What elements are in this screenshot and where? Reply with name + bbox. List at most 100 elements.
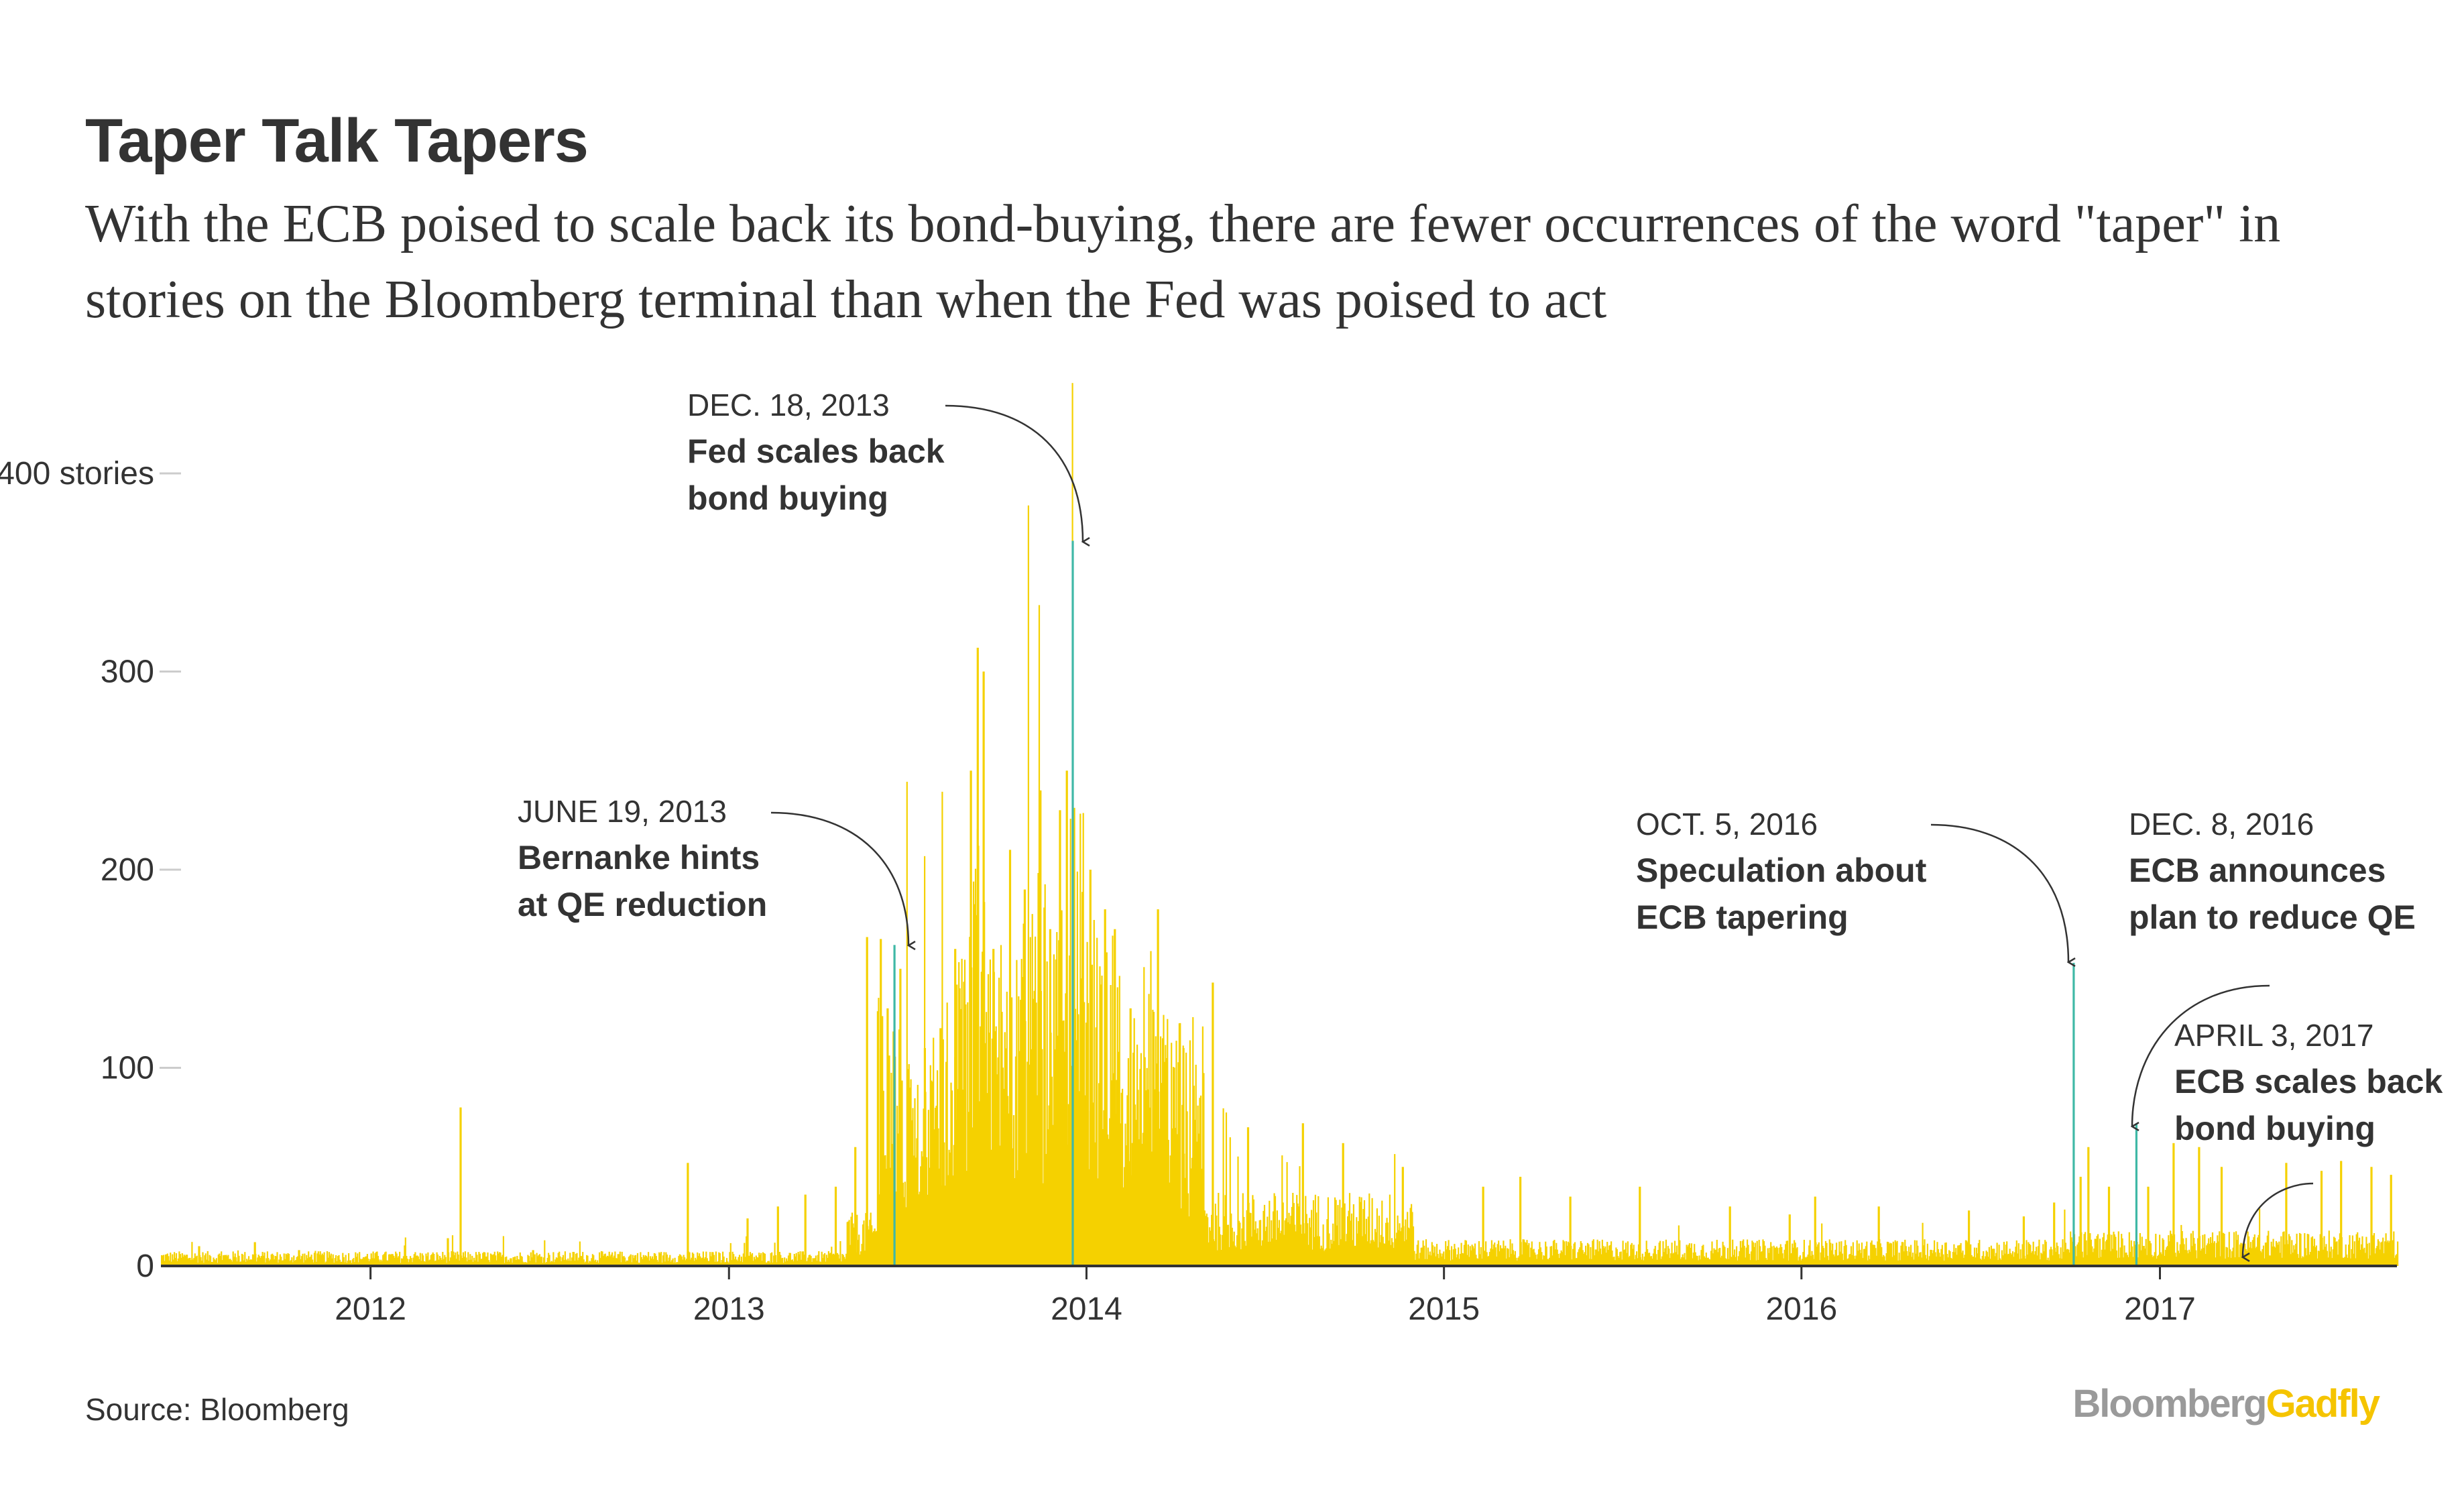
noise-bar xyxy=(183,1255,185,1266)
noise-bar xyxy=(1566,1245,1568,1266)
noise-bar xyxy=(782,1263,784,1266)
noise-bar xyxy=(534,1254,536,1266)
noise-bar xyxy=(1142,1133,1144,1266)
noise-bar xyxy=(969,937,971,1266)
noise-bar xyxy=(487,1252,489,1266)
noise-bar xyxy=(613,1255,615,1266)
noise-bar xyxy=(1524,1242,1526,1266)
noise-bar xyxy=(546,1262,548,1266)
noise-bar xyxy=(1855,1255,1857,1266)
noise-bar xyxy=(1916,1240,1918,1266)
noise-bar xyxy=(2276,1242,2278,1266)
noise-bar xyxy=(761,1261,763,1266)
noise-bar xyxy=(2026,1240,2028,1266)
noise-bar xyxy=(712,1252,714,1266)
noise-bar xyxy=(1190,1168,1192,1266)
noise-bar xyxy=(1694,1244,1696,1266)
noise-bar xyxy=(1327,1197,1329,1266)
noise-bar xyxy=(2144,1249,2146,1266)
noise-bar xyxy=(1069,819,1071,1266)
noise-bar xyxy=(1006,992,1008,1266)
noise-bar xyxy=(2036,1247,2038,1266)
noise-bar xyxy=(281,1261,283,1266)
noise-bar xyxy=(1167,1019,1169,1266)
noise-bar xyxy=(1256,1233,1258,1266)
noise-bar xyxy=(2151,1255,2153,1266)
noise-bar xyxy=(922,1156,924,1266)
noise-bar xyxy=(524,1262,526,1266)
noise-bar xyxy=(1804,1257,1806,1266)
noise-bar xyxy=(2186,1250,2188,1266)
noise-bar xyxy=(1752,1242,1754,1266)
noise-bar xyxy=(2042,1244,2044,1266)
noise-bar xyxy=(1154,1089,1156,1266)
noise-bar xyxy=(215,1258,217,1266)
noise-bar xyxy=(720,1263,722,1266)
noise-bar xyxy=(2308,1234,2310,1266)
noise-bar xyxy=(1441,1256,1443,1266)
noise-bar xyxy=(904,1181,906,1266)
noise-bar xyxy=(2323,1236,2325,1266)
noise-bar xyxy=(1715,1249,1717,1266)
noise-bar xyxy=(213,1259,216,1266)
noise-bar xyxy=(1515,1257,1517,1266)
noise-bar xyxy=(1692,1258,1694,1266)
noise-bar xyxy=(1409,1208,1411,1266)
noise-bar xyxy=(1273,1193,1275,1266)
noise-bar xyxy=(2131,1246,2133,1266)
noise-bar xyxy=(2060,1259,2063,1266)
noise-bar xyxy=(1672,1253,1674,1266)
noise-bar xyxy=(2259,1208,2261,1266)
noise-bar xyxy=(1419,1253,1421,1266)
noise-bar xyxy=(1087,1002,1090,1266)
noise-bar xyxy=(1526,1240,1528,1266)
noise-bar xyxy=(1921,1257,1923,1266)
noise-bar xyxy=(2337,1255,2339,1266)
noise-bar xyxy=(2361,1244,2363,1266)
noise-bar xyxy=(833,1253,835,1266)
noise-bar xyxy=(1781,1253,1783,1266)
noise-bar xyxy=(1341,1207,1343,1266)
noise-bar xyxy=(1103,1110,1105,1266)
data-bar xyxy=(908,1088,912,1266)
noise-bar xyxy=(1654,1246,1656,1266)
noise-bar xyxy=(1399,1231,1402,1266)
noise-bar xyxy=(644,1257,646,1266)
data-bar xyxy=(1104,909,1106,1266)
noise-bar xyxy=(2228,1232,2230,1266)
noise-bar xyxy=(961,958,963,1266)
noise-bar xyxy=(1316,1236,1318,1266)
noise-bar xyxy=(209,1255,211,1266)
noise-bar xyxy=(1883,1255,1885,1266)
noise-bar xyxy=(1099,966,1101,1266)
noise-bar xyxy=(1309,1227,1311,1266)
noise-bar xyxy=(2281,1257,2283,1266)
noise-bar xyxy=(1523,1239,1525,1266)
noise-bar xyxy=(2068,1249,2070,1266)
noise-bar xyxy=(1811,1251,1813,1266)
noise-bar xyxy=(1930,1249,1932,1266)
noise-bar xyxy=(892,1031,894,1266)
noise-bar xyxy=(1749,1253,1751,1266)
noise-bar xyxy=(2032,1251,2034,1266)
noise-bar xyxy=(1191,1157,1193,1266)
noise-bar xyxy=(1688,1243,1690,1266)
noise-bar xyxy=(884,1155,886,1266)
noise-bar xyxy=(630,1254,632,1266)
noise-bar xyxy=(2075,1256,2078,1266)
noise-bar xyxy=(1057,1035,1059,1266)
noise-bar xyxy=(626,1260,628,1266)
noise-bar xyxy=(1903,1251,1905,1266)
noise-bar xyxy=(965,1171,967,1266)
noise-bar xyxy=(1608,1245,1610,1266)
noise-bar xyxy=(402,1259,404,1266)
noise-bar xyxy=(1704,1257,1706,1266)
noise-bar xyxy=(1536,1259,1538,1266)
noise-bar xyxy=(379,1261,381,1266)
noise-bar xyxy=(635,1255,637,1266)
noise-bar xyxy=(685,1260,687,1266)
noise-bar xyxy=(1837,1255,1840,1266)
noise-bar xyxy=(1981,1255,1983,1266)
noise-bar xyxy=(1919,1253,1921,1266)
